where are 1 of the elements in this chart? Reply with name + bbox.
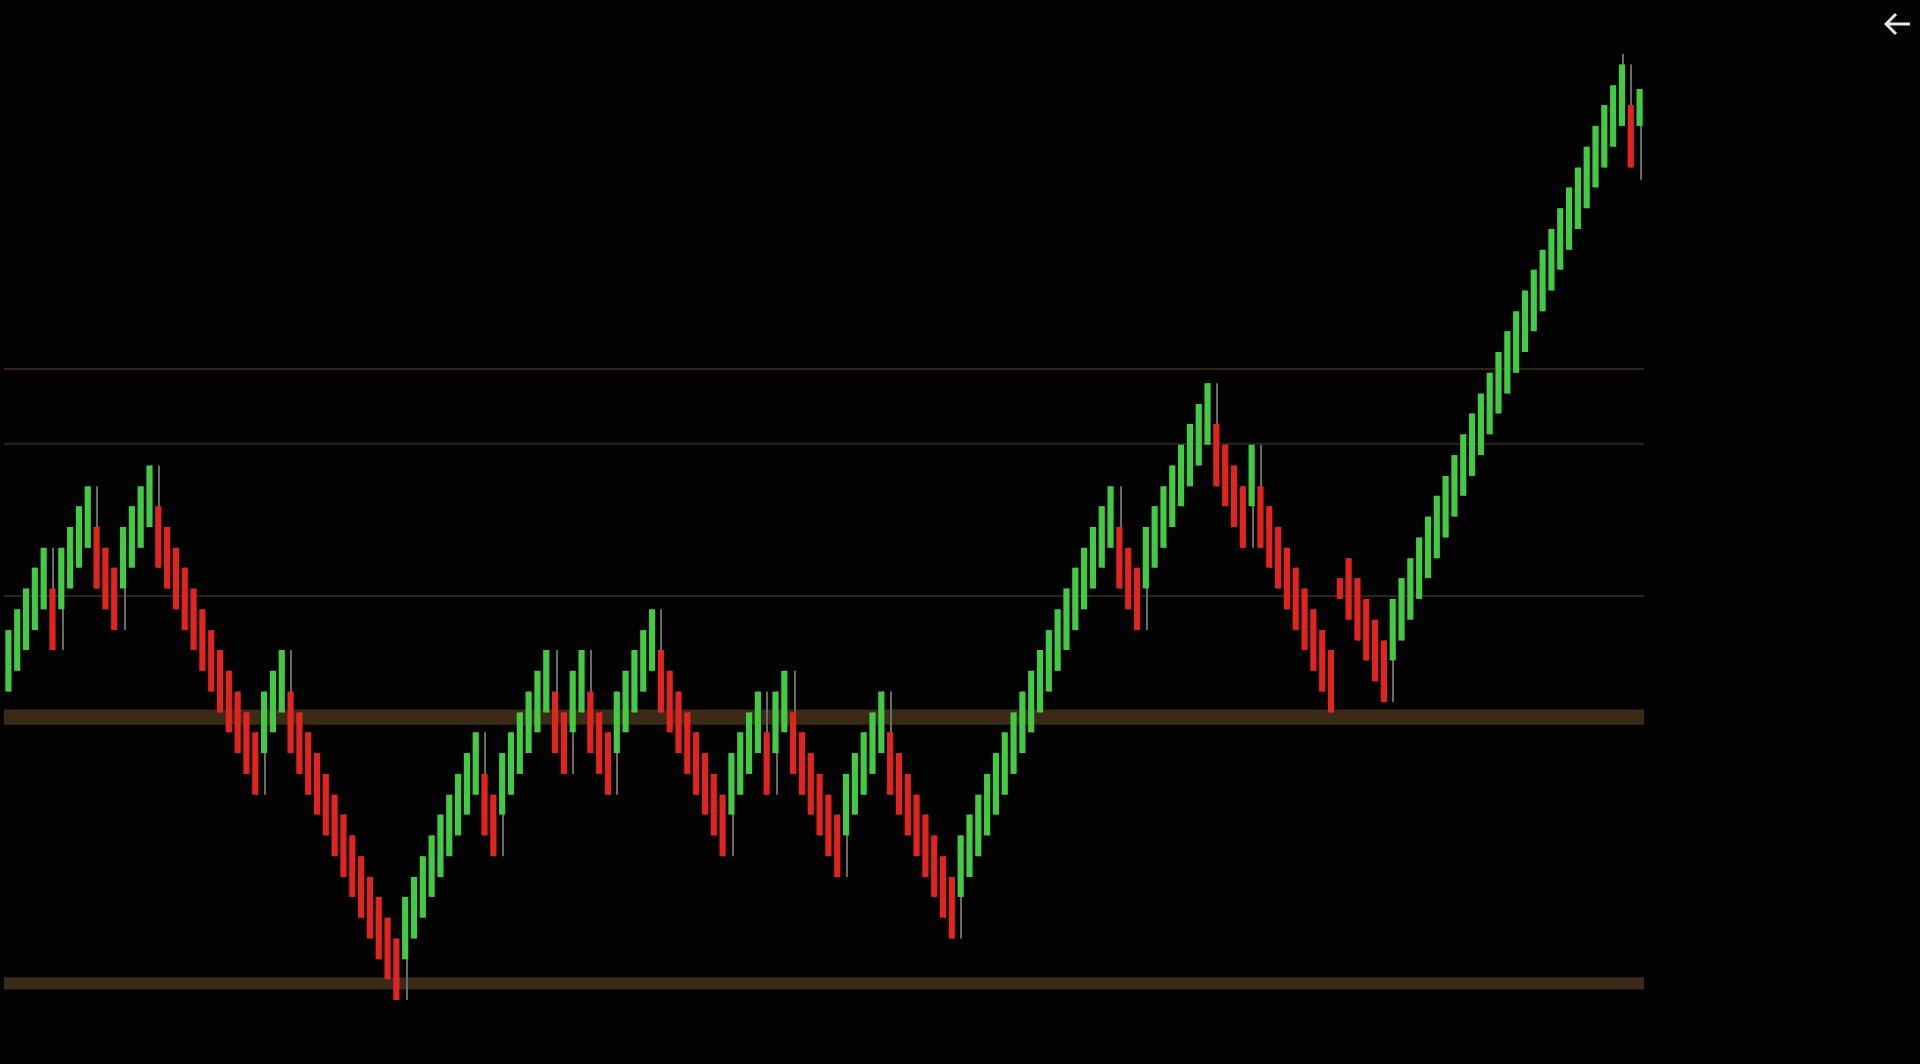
candlestick — [1636, 88, 1643, 181]
